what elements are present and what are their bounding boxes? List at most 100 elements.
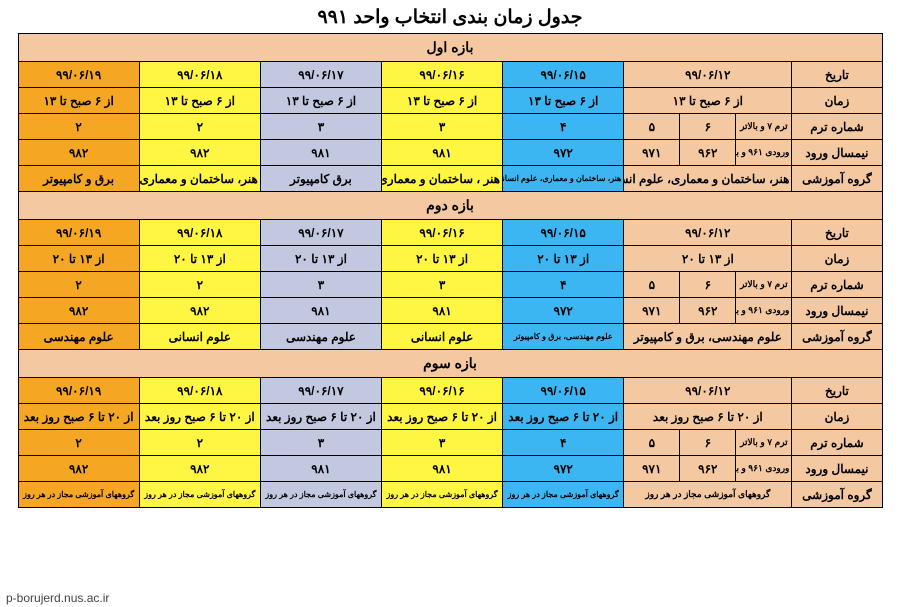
cell: ۵	[624, 430, 680, 456]
cell: ترم ۷ و بالاتر	[736, 272, 792, 298]
row-header: گروه آموزشی	[792, 166, 882, 192]
cell: ۹۸۲	[139, 298, 260, 324]
cell: ورودی ۹۶۱ و بالاتر	[736, 140, 792, 166]
cell: ۹۹/۰۶/۱۹	[18, 378, 139, 404]
cell: ۴	[503, 430, 624, 456]
cell: برق کامپیوتر	[260, 166, 381, 192]
row-header: شماره ترم	[792, 430, 882, 456]
cell: از ۱۳ تا ۲۰	[139, 246, 260, 272]
cell: ۹۶۲	[680, 140, 736, 166]
cell: ۹۹/۰۶/۱۸	[139, 220, 260, 246]
section-header: بازه دوم	[18, 192, 882, 220]
cell: ۹۹/۰۶/۱۵	[503, 378, 624, 404]
cell: ۳	[260, 114, 381, 140]
cell: ۹۸۲	[139, 456, 260, 482]
cell: ۹۹/۰۶/۱۵	[503, 62, 624, 88]
cell: از ۱۳ تا ۲۰	[624, 246, 792, 272]
row-header: تاریخ	[792, 220, 882, 246]
cell: گروههای آموزشی مجاز در هر روز	[18, 482, 139, 508]
cell: ۵	[624, 272, 680, 298]
cell: هنر ، ساختمان و معماری	[382, 166, 503, 192]
cell: ورودی ۹۶۱ و بالاتر	[736, 456, 792, 482]
row-header: شماره ترم	[792, 114, 882, 140]
cell: ۲	[139, 430, 260, 456]
cell: از ۶ صبح تا ۱۳	[503, 88, 624, 114]
cell: ۹۹/۰۶/۱۲	[624, 62, 792, 88]
row-header: نیمسال ورود	[792, 298, 882, 324]
cell: علوم انسانی	[139, 324, 260, 350]
row-header: تاریخ	[792, 378, 882, 404]
section-header: بازه اول	[18, 34, 882, 62]
cell: ۴	[503, 272, 624, 298]
footer-url: p-borujerd.nus.ac.ir	[6, 591, 109, 605]
cell: ترم ۷ و بالاتر	[736, 114, 792, 140]
cell: ۲	[139, 272, 260, 298]
page-title: جدول زمان بندی انتخاب واحد ۹۹۱	[0, 0, 900, 33]
cell: از ۱۳ تا ۲۰	[18, 246, 139, 272]
cell: ۹۷۲	[503, 456, 624, 482]
cell: ۹۹/۰۶/۱۸	[139, 378, 260, 404]
cell: ۹۶۲	[680, 298, 736, 324]
cell: از ۶ صبح تا ۱۳	[139, 88, 260, 114]
cell: علوم مهندسی، برق و کامپیوتر	[503, 324, 624, 350]
cell: ۶	[680, 430, 736, 456]
cell: از ۲۰ تا ۶ صبح روز بعد	[624, 404, 792, 430]
cell: ورودی ۹۶۱ و بالاتر	[736, 298, 792, 324]
cell: گروههای آموزشی مجاز در هر روز	[260, 482, 381, 508]
cell: ۹۷۲	[503, 140, 624, 166]
cell: ۹۷۱	[624, 456, 680, 482]
row-header: نیمسال ورود	[792, 140, 882, 166]
cell: از ۲۰ تا ۶ صبح روز بعد	[139, 404, 260, 430]
cell: ۹۹/۰۶/۱۶	[382, 220, 503, 246]
cell: ۳	[260, 272, 381, 298]
cell: ۳	[260, 430, 381, 456]
cell: از ۶ صبح تا ۱۳	[260, 88, 381, 114]
cell: ۹۹/۰۶/۱۶	[382, 378, 503, 404]
cell: علوم مهندسی	[260, 324, 381, 350]
cell: ۹۹/۰۶/۱۲	[624, 378, 792, 404]
cell: ۲	[18, 114, 139, 140]
row-header: زمان	[792, 404, 882, 430]
cell: هنر، ساختمان و معماری، علوم انسانی	[624, 166, 792, 192]
cell: ۲	[139, 114, 260, 140]
cell: ۶	[680, 272, 736, 298]
cell: از ۲۰ تا ۶ صبح روز بعد	[18, 404, 139, 430]
cell: ۳	[382, 114, 503, 140]
row-header: گروه آموزشی	[792, 324, 882, 350]
cell: علوم مهندسی	[18, 324, 139, 350]
cell: ۹۸۲	[139, 140, 260, 166]
cell: گروههای آموزشی مجاز در هر روز	[382, 482, 503, 508]
cell: ۹۷۱	[624, 298, 680, 324]
cell: از ۲۰ تا ۶ صبح روز بعد	[382, 404, 503, 430]
cell: هنر، ساختمان و معماری، علوم انسانی	[503, 166, 624, 192]
row-header: گروه آموزشی	[792, 482, 882, 508]
cell: ۹۸۱	[260, 456, 381, 482]
cell: ۹۹/۰۶/۱۷	[260, 220, 381, 246]
cell: ۹۹/۰۶/۱۶	[382, 62, 503, 88]
row-header: زمان	[792, 88, 882, 114]
cell: ۹۹/۰۶/۱۲	[624, 220, 792, 246]
schedule-table: بازه اولتاریخ۹۹/۰۶/۱۲۹۹/۰۶/۱۵۹۹/۰۶/۱۶۹۹/…	[18, 33, 883, 508]
cell: ۹۹/۰۶/۱۸	[139, 62, 260, 88]
cell: ۹۸۱	[382, 456, 503, 482]
cell: علوم مهندسی، برق و کامپیوتر	[624, 324, 792, 350]
row-header: زمان	[792, 246, 882, 272]
cell: از ۱۳ تا ۲۰	[503, 246, 624, 272]
cell: ۹۸۱	[382, 140, 503, 166]
cell: ۴	[503, 114, 624, 140]
cell: ۹۹/۰۶/۱۹	[18, 62, 139, 88]
cell: ۲	[18, 430, 139, 456]
cell: از ۶ صبح تا ۱۳	[382, 88, 503, 114]
cell: گروههای آموزشی مجاز در هر روز	[139, 482, 260, 508]
cell: گروههای آموزشی مجاز در هر روز	[503, 482, 624, 508]
row-header: نیمسال ورود	[792, 456, 882, 482]
cell: ۹۸۲	[18, 298, 139, 324]
cell: ۳	[382, 272, 503, 298]
cell: علوم انسانی	[382, 324, 503, 350]
cell: ۳	[382, 430, 503, 456]
cell: ۹۷۲	[503, 298, 624, 324]
cell: برق و کامپیوتر	[18, 166, 139, 192]
cell: ۹۹/۰۶/۱۷	[260, 62, 381, 88]
row-header: شماره ترم	[792, 272, 882, 298]
row-header: تاریخ	[792, 62, 882, 88]
